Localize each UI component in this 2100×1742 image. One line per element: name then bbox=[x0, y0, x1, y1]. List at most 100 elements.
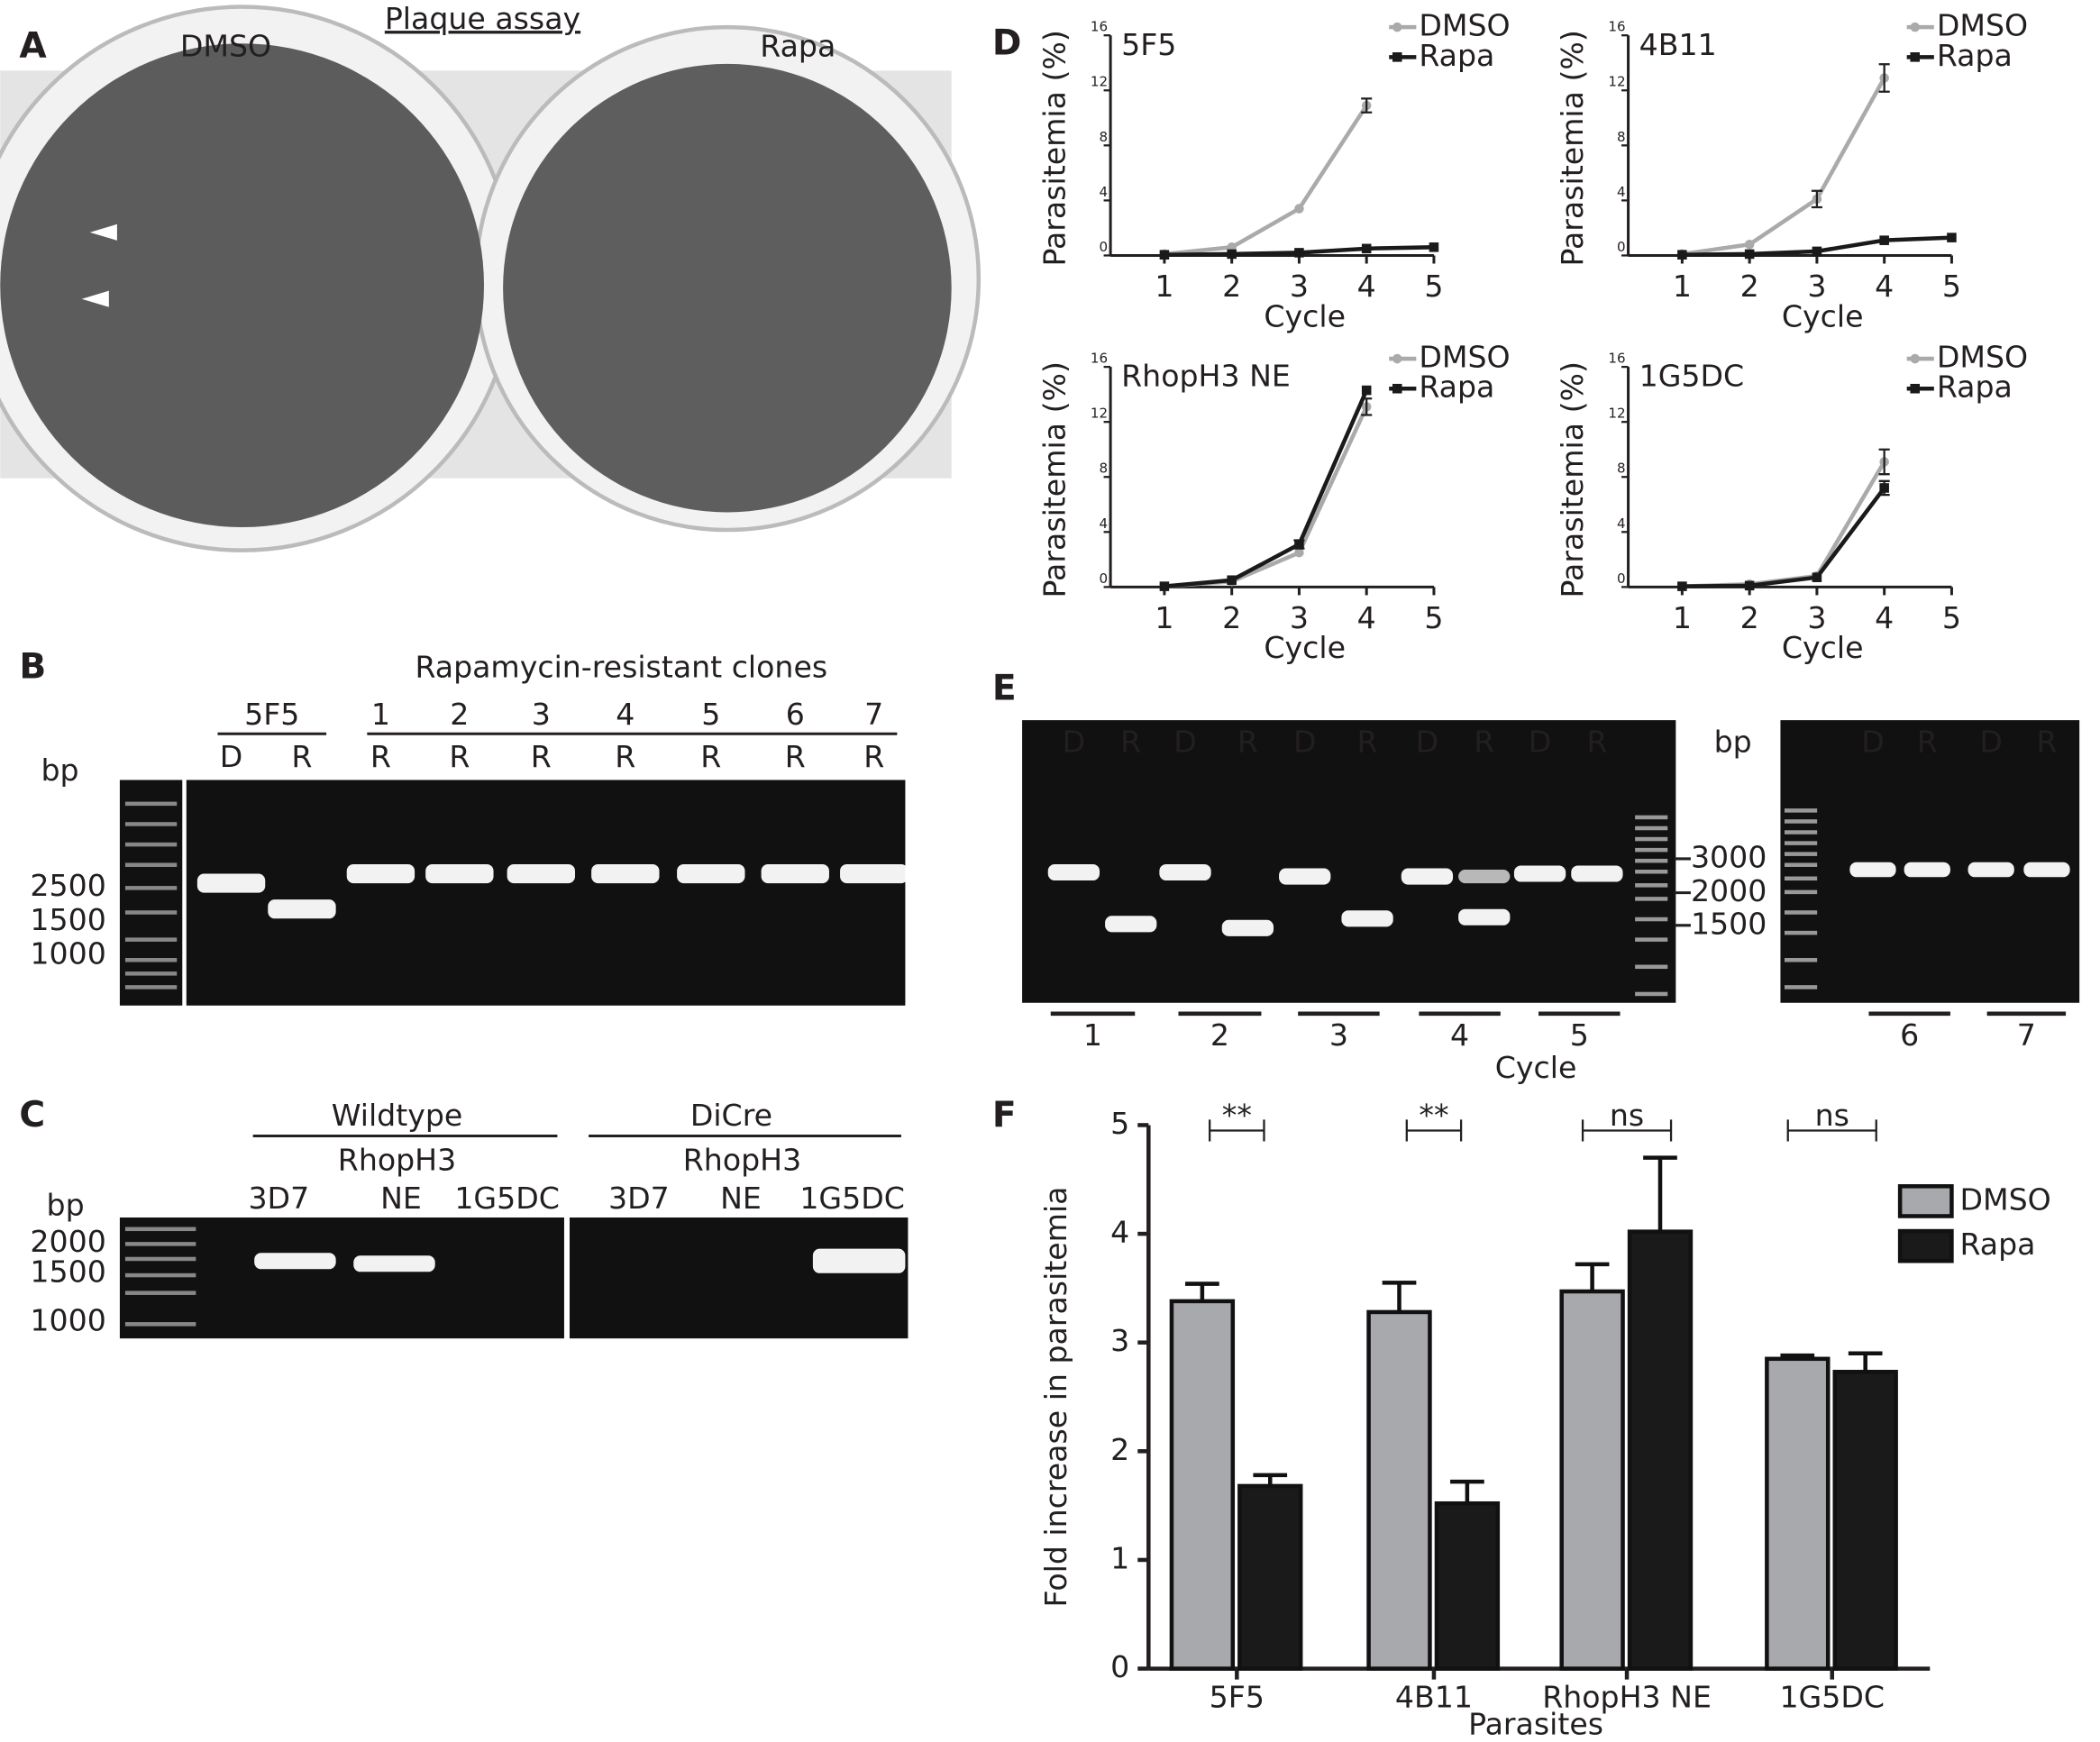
lane-label: R bbox=[1237, 724, 1258, 759]
gel bbox=[119, 780, 183, 1006]
lane-label: D bbox=[1293, 724, 1317, 759]
x-axis-label: Cycle bbox=[1782, 630, 1864, 665]
gel-band bbox=[1105, 916, 1157, 933]
line bbox=[1682, 487, 1886, 588]
gel-band bbox=[1401, 868, 1454, 885]
ladder-band bbox=[1635, 883, 1668, 888]
point bbox=[1227, 249, 1237, 260]
ladder-band bbox=[124, 886, 178, 890]
ladder-band bbox=[124, 957, 178, 962]
ladder-band bbox=[1635, 964, 1668, 970]
lane-label: NE bbox=[380, 1181, 422, 1216]
y-axis-label: Parasitemia (%) bbox=[1036, 30, 1072, 266]
legend-label: Rapa bbox=[1419, 369, 1494, 405]
point bbox=[1392, 383, 1402, 394]
gel-band bbox=[1279, 868, 1331, 885]
gene-label: RhopH3 bbox=[338, 1143, 456, 1178]
marker-label: 1000 bbox=[30, 1303, 105, 1338]
y-tick-label: 4 bbox=[1617, 184, 1626, 200]
ladder-band bbox=[124, 910, 178, 915]
y-tick-label: 8 bbox=[1099, 129, 1108, 145]
ladder-band bbox=[124, 1322, 196, 1327]
point bbox=[1947, 233, 1957, 242]
ladder-band bbox=[1635, 858, 1668, 863]
marker-label: 2000 bbox=[30, 1224, 105, 1259]
marker-label: 2500 bbox=[30, 868, 105, 903]
ladder-band bbox=[1784, 841, 1818, 845]
lane-label: R bbox=[531, 739, 552, 774]
gel-band bbox=[812, 1248, 906, 1273]
point bbox=[1429, 242, 1439, 252]
significance-bracket bbox=[1209, 1119, 1265, 1142]
ladder-band bbox=[1635, 937, 1668, 942]
bar bbox=[1765, 1356, 1831, 1671]
error-bar bbox=[1878, 479, 1890, 497]
lane-label: 3D7 bbox=[608, 1181, 670, 1216]
point bbox=[1744, 580, 1755, 591]
point bbox=[1361, 385, 1372, 396]
error-bar bbox=[1185, 1281, 1219, 1301]
x-tick-label: 4 bbox=[1875, 269, 1894, 304]
chart-title: 4B11 bbox=[1639, 27, 1717, 62]
x-tick-label: 3 bbox=[1290, 600, 1309, 635]
x-tick-label: 2 bbox=[1222, 600, 1241, 635]
x-tick-label: 4 bbox=[1875, 600, 1894, 635]
bar bbox=[1366, 1309, 1432, 1671]
gel-band bbox=[677, 863, 745, 884]
ladder-band bbox=[1635, 825, 1668, 831]
x-tick-label: 2 bbox=[1740, 600, 1759, 635]
error-bar bbox=[1575, 1262, 1610, 1292]
x-tick-label: 3 bbox=[1290, 269, 1309, 304]
x-tick-label: 5 bbox=[1424, 600, 1443, 635]
x-tick-label: 1 bbox=[1155, 269, 1173, 304]
lane-label: R bbox=[1586, 724, 1607, 759]
y-tick-label: 5 bbox=[1110, 1106, 1129, 1141]
ladder-band bbox=[1784, 830, 1818, 835]
panel-label: D bbox=[992, 23, 1022, 63]
point bbox=[1361, 243, 1372, 254]
y-tick-label: 0 bbox=[1099, 239, 1108, 255]
axis-label: Cycle bbox=[1495, 1050, 1577, 1085]
y-tick-label: 3 bbox=[1110, 1323, 1129, 1358]
y-axis-label: Parasitemia (%) bbox=[1555, 30, 1590, 266]
line bbox=[1164, 389, 1369, 588]
y-axis-label: Parasitemia (%) bbox=[1555, 361, 1590, 597]
ladder-band bbox=[124, 1291, 196, 1295]
lane-label: R bbox=[291, 739, 312, 774]
ladder-band bbox=[1784, 889, 1818, 895]
y-tick-label: 4 bbox=[1110, 1215, 1129, 1250]
group-label: 5 bbox=[701, 697, 720, 732]
legend-swatch bbox=[1897, 1228, 1954, 1263]
cycle-label: 5 bbox=[1570, 1017, 1589, 1053]
group-label: 5F5 bbox=[244, 697, 299, 732]
y-tick-label: 4 bbox=[1617, 515, 1626, 532]
bar bbox=[1169, 1299, 1236, 1671]
x-axis-label: Cycle bbox=[1264, 630, 1346, 665]
ladder-band bbox=[1784, 930, 1818, 935]
gel-band bbox=[840, 863, 908, 884]
lane-label: R bbox=[785, 739, 806, 774]
annotation: ** bbox=[1419, 1098, 1448, 1133]
gel-band bbox=[1159, 863, 1211, 881]
ladder-band bbox=[124, 1272, 196, 1278]
legend-label: Rapa bbox=[1937, 369, 2013, 405]
gel-band bbox=[1458, 869, 1511, 884]
x-tick-label: 1G5DC bbox=[1779, 1679, 1885, 1714]
point bbox=[1392, 22, 1402, 32]
x-axis-label: Cycle bbox=[1782, 298, 1864, 333]
point bbox=[1294, 204, 1304, 214]
ladder-band bbox=[1635, 815, 1668, 820]
group-label: 3 bbox=[532, 697, 551, 732]
point bbox=[1159, 581, 1170, 591]
well-label: DMSO bbox=[180, 28, 271, 63]
ladder-band bbox=[124, 937, 178, 942]
chart-title: 5F5 bbox=[1121, 27, 1176, 62]
y-tick-label: 4 bbox=[1099, 515, 1108, 532]
error-bar bbox=[1878, 448, 1890, 476]
cycle-label: 1 bbox=[1083, 1017, 1102, 1053]
lane-label: D bbox=[1416, 724, 1439, 759]
lane-label: 1G5DC bbox=[799, 1181, 905, 1216]
gel bbox=[119, 1217, 564, 1339]
y-tick-label: 8 bbox=[1617, 129, 1626, 145]
ladder-band bbox=[124, 1256, 196, 1262]
